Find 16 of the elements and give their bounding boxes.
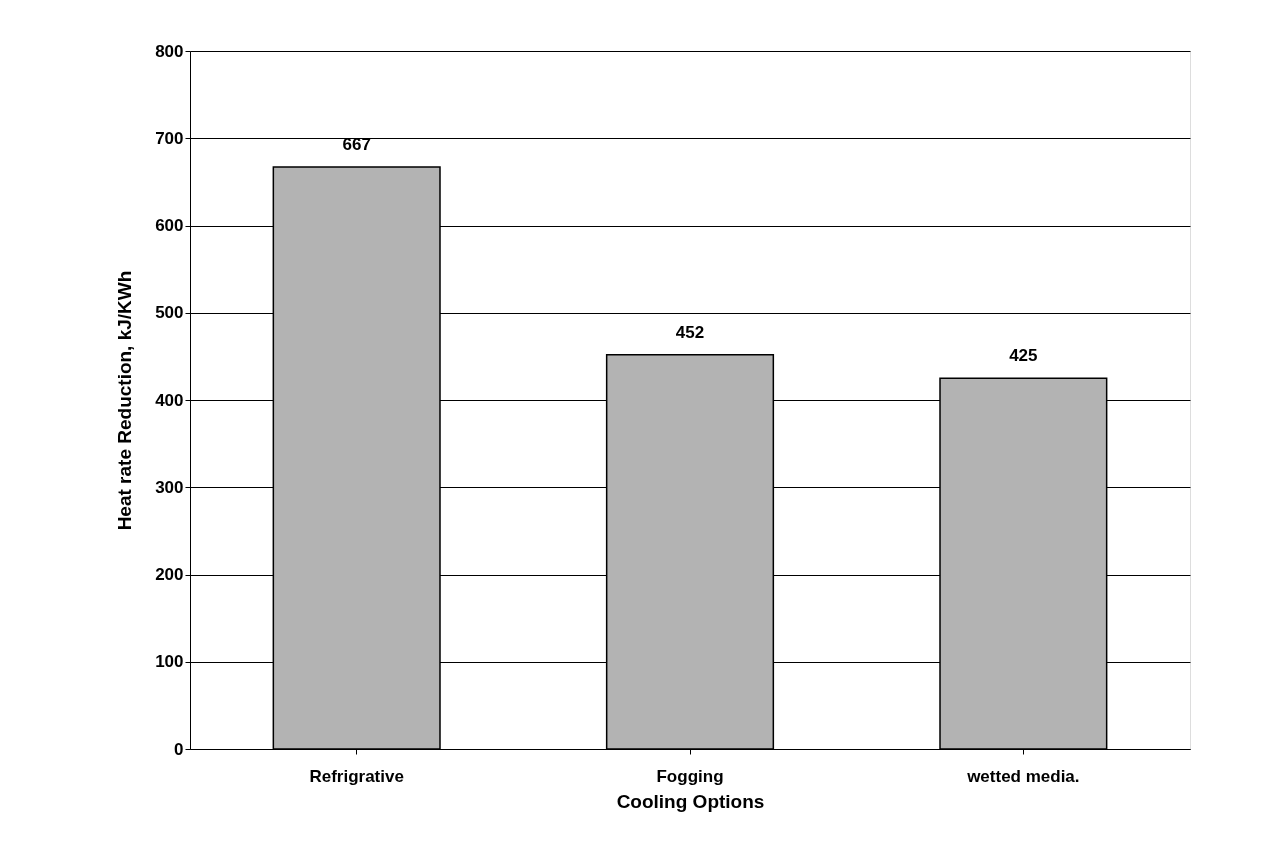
- y-tick-label: 100: [155, 652, 184, 672]
- x-tick-label: Fogging: [656, 766, 724, 786]
- y-tick-label: 500: [155, 303, 184, 323]
- x-tick-label: Refrigrative: [309, 766, 404, 786]
- y-tick-label: 600: [155, 216, 184, 235]
- y-tick-label: 800: [155, 41, 184, 61]
- y-tick-label: 700: [155, 128, 184, 148]
- y-tick-label: 0: [174, 739, 184, 759]
- data-label: 425: [1009, 346, 1038, 366]
- y-tick-label: 200: [155, 565, 184, 584]
- x-axis-title: Cooling Options: [616, 790, 765, 812]
- x-tick-label: wetted media.: [966, 766, 1080, 786]
- y-tick-label: 400: [155, 390, 184, 410]
- y-tick-label: 300: [155, 477, 184, 497]
- y-axis-title: Heat rate Reduction, kJ/KWh: [114, 270, 136, 531]
- data-label: 452: [675, 322, 705, 342]
